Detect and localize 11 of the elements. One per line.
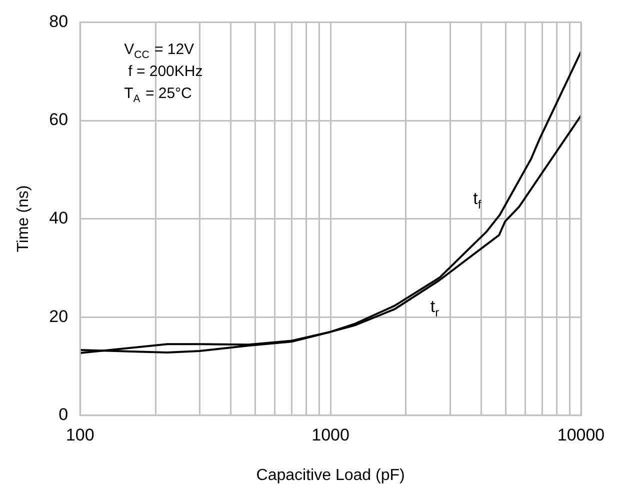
y-tick-label: 60 bbox=[49, 110, 68, 130]
x-tick-label: 10000 bbox=[557, 425, 605, 444]
y-tick-label: 40 bbox=[49, 208, 68, 228]
x-tick-label: 1000 bbox=[312, 425, 350, 444]
y-tick-label: 20 bbox=[49, 306, 68, 326]
annotation: f = 200KHz bbox=[128, 63, 203, 80]
y-tick-label: 0 bbox=[58, 405, 68, 424]
y-tick-label: 80 bbox=[49, 12, 68, 31]
x-tick-label: 100 bbox=[66, 425, 94, 444]
x-axis-title: Capacitive Load (pF) bbox=[256, 466, 405, 484]
y-axis-title: Time (ns) bbox=[15, 185, 32, 252]
